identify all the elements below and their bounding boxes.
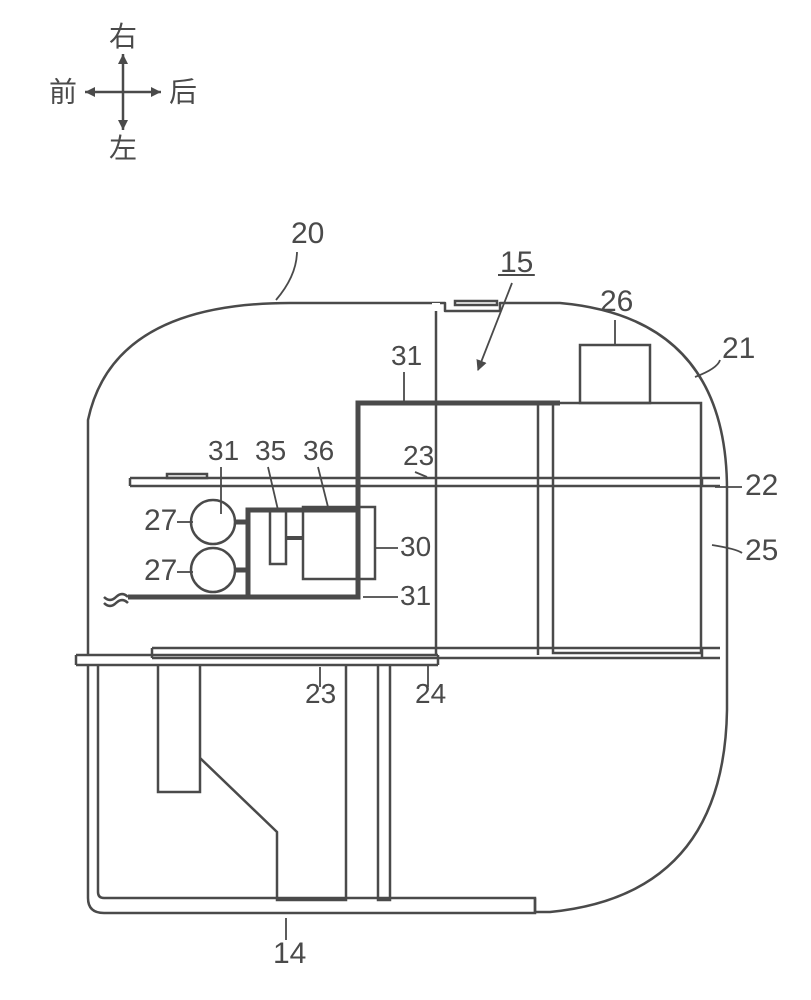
svg-text:23: 23 — [305, 678, 336, 709]
svg-text:35: 35 — [255, 435, 286, 466]
svg-text:27: 27 — [144, 554, 177, 587]
svg-text:30: 30 — [400, 531, 431, 562]
svg-text:31: 31 — [208, 435, 239, 466]
svg-text:22: 22 — [745, 469, 778, 502]
compass-left: 前 — [49, 76, 77, 107]
component-27 — [191, 548, 235, 592]
label-35: 35 — [255, 435, 286, 510]
label-31c: 31 — [363, 580, 431, 611]
label-27a: 27 — [144, 504, 193, 537]
svg-text:31: 31 — [391, 340, 422, 371]
label-27b: 27 — [144, 554, 193, 587]
component-30 — [303, 507, 375, 579]
label-31a: 31 — [391, 340, 422, 402]
component-27 — [191, 500, 235, 544]
label-21: 21 — [695, 332, 755, 377]
compass: 右左 前 后 — [49, 21, 197, 164]
label-30: 30 — [375, 531, 431, 562]
compass-down: 左 — [109, 133, 137, 164]
label-26: 26 — [600, 285, 633, 345]
label-14: 14 — [273, 918, 306, 970]
technical-diagram: 右左 前 后 20 15 26 21 22 25 31 31 35 36 23 27 27 30 31 23 24 14 — [0, 0, 811, 1000]
label-23a: 23 — [403, 440, 434, 477]
compass-up: 右 — [109, 21, 137, 52]
svg-text:24: 24 — [415, 678, 446, 709]
svg-text:31: 31 — [400, 580, 431, 611]
svg-text:23: 23 — [403, 440, 434, 471]
compass-right: 后 — [169, 76, 197, 107]
label-24: 24 — [415, 666, 446, 709]
label-23b: 23 — [305, 667, 336, 709]
component-35 — [270, 510, 286, 564]
svg-text:14: 14 — [273, 937, 306, 970]
svg-text:21: 21 — [722, 332, 755, 365]
svg-text:25: 25 — [745, 534, 778, 567]
label-15: 15 — [478, 246, 535, 370]
label-22: 22 — [715, 469, 778, 502]
svg-text:20: 20 — [291, 217, 324, 250]
svg-text:27: 27 — [144, 504, 177, 537]
label-36: 36 — [303, 435, 334, 507]
label-20: 20 — [276, 217, 324, 300]
svg-text:36: 36 — [303, 435, 334, 466]
svg-text:26: 26 — [600, 285, 633, 318]
label-25: 25 — [712, 534, 778, 567]
